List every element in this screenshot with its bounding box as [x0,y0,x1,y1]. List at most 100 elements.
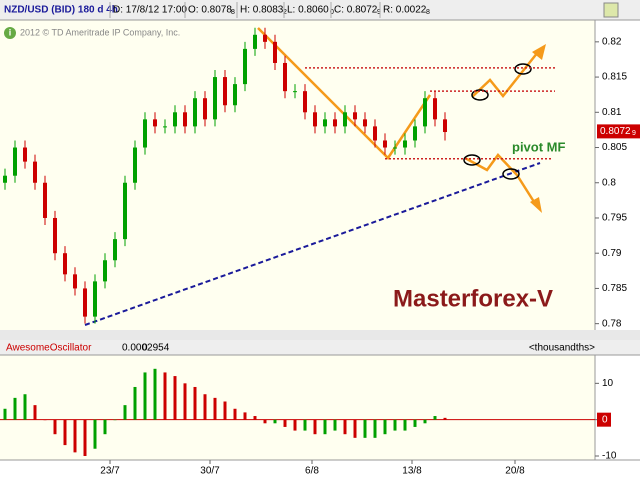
oscillator-bar [343,419,347,435]
oscillator-bar [53,419,57,435]
info-icon [4,27,16,39]
last-price-pipette: 9 [632,130,636,137]
x-tick-label: 23/7 [100,466,120,477]
candle-body [23,147,27,162]
candle-body [233,84,237,106]
candle-body [323,119,327,127]
symbol: NZD/USD (BID) 180 d 4h [4,5,118,16]
oscillator-bar [253,416,257,420]
x-tick-label: 13/8 [402,466,422,477]
ellipse [514,63,532,75]
oscillator-bar [23,394,27,420]
y-tick-label: 0.805 [602,142,627,153]
oscillator-bar [243,412,247,420]
oscillator-bar [183,383,187,420]
candle-body [213,77,217,120]
oscillator-bar [143,372,147,420]
candle-body [13,147,17,176]
candle-body [273,41,277,63]
oscillator-bar [433,416,437,420]
candle-body [393,147,397,149]
indicator-units: <thousandths> [529,343,595,354]
candle-body [373,126,377,141]
y-tick-label: 0.795 [602,213,627,224]
candle-body [293,91,297,93]
header-pipette: 8 [426,9,430,16]
candle-body [163,126,167,128]
candle-body [283,62,287,92]
oscillator-bar [313,419,317,435]
oscillator-bar [413,419,417,427]
trend-line [84,162,541,326]
oscillator-bar [163,372,167,420]
candle-body [353,112,357,120]
oscillator-bar [193,386,197,420]
scenario-down [464,153,538,206]
header-pipette: 2 [283,9,287,16]
oscillator-bar [353,419,357,438]
candle-body [143,119,147,148]
candle-body [263,34,267,42]
oscillator-bar [153,368,157,420]
candle-body [63,253,67,275]
oscillator-bar [293,419,297,431]
candle-body [423,98,427,127]
candle-body [133,147,137,183]
candle-body [33,161,37,183]
arrow-head [530,197,542,213]
y-tick-label: 0.815 [602,72,627,83]
oscillator-bar [203,394,207,420]
candle-body [383,140,387,148]
header-field: R: 0.0022 [383,5,427,16]
y-tick-label: 0.785 [602,283,627,294]
oscillator-bar [383,419,387,435]
oscillator-bar [363,419,367,438]
y-tick-label: 0.8 [602,177,616,188]
annotation: Masterforex-V [393,285,553,312]
oscillator-bar [13,397,17,420]
oscillator-bar [3,408,7,420]
info-icon-letter: i [9,27,12,37]
chart-icon[interactable] [603,2,619,18]
header-field: D: 17/8/12 17:00 [113,5,187,16]
oscillator-bar [33,405,37,420]
candle-body [173,112,177,127]
candle-body [243,48,247,85]
indicator-zero: 0 [142,343,148,354]
candle-body [3,175,7,183]
y-tick-label: 0.78 [602,318,622,329]
oscillator-bar [423,419,427,424]
candle-body [433,98,437,120]
header-field: C: 0.8072 [334,5,378,16]
oscillator-bar [123,405,127,420]
oscillator-bar [113,419,117,421]
y-tick-label: 10 [602,378,614,389]
last-price-label: 0.8072 [600,126,631,137]
header-bar [0,0,640,20]
oscillator-bar [133,386,137,420]
oscillator-bar [93,419,97,449]
splitter [0,330,640,340]
ellipse [463,154,481,166]
candle-body [153,119,157,127]
oscillator-panel [0,355,595,460]
candle-body [403,140,407,148]
oscillator-bar [43,419,47,421]
candle-body [313,112,317,127]
oscillator-bar [283,419,287,427]
candle-body [363,119,367,127]
oscillator-bar [443,417,447,420]
oscillator-bar [83,419,87,457]
zigzag [257,27,432,160]
candle-body [83,288,87,317]
oscillator-bar [233,408,237,420]
header-pipette: 8 [231,9,235,16]
candle-body [343,112,347,127]
zero-tick-box [597,412,611,427]
candle-body [253,34,257,49]
arrow-head [532,44,546,60]
oscillator-bar [213,397,217,420]
y-tick-label: 0.81 [602,107,622,118]
